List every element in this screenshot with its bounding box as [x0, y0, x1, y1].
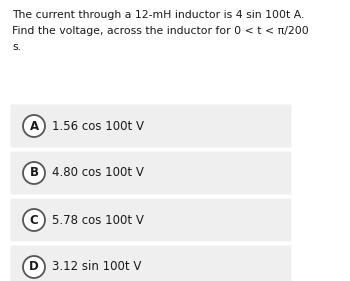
Text: The current through a 12-mH inductor is 4 sin 100t A.: The current through a 12-mH inductor is … [12, 10, 304, 20]
Circle shape [23, 209, 45, 231]
Circle shape [23, 256, 45, 278]
Text: A: A [29, 119, 38, 133]
Circle shape [23, 162, 45, 184]
Text: Find the voltage, across the inductor for 0 < t < π/200: Find the voltage, across the inductor fo… [12, 26, 309, 36]
FancyBboxPatch shape [10, 151, 292, 194]
Text: 1.56 cos 100t V: 1.56 cos 100t V [52, 119, 144, 133]
Text: C: C [30, 214, 38, 226]
Text: D: D [29, 260, 39, 273]
Text: 5.78 cos 100t V: 5.78 cos 100t V [52, 214, 144, 226]
Circle shape [23, 115, 45, 137]
Text: B: B [29, 167, 38, 180]
FancyBboxPatch shape [10, 246, 292, 281]
Text: s.: s. [12, 42, 21, 52]
FancyBboxPatch shape [10, 105, 292, 148]
FancyBboxPatch shape [10, 198, 292, 241]
Text: 3.12 sin 100t V: 3.12 sin 100t V [52, 260, 141, 273]
Text: 4.80 cos 100t V: 4.80 cos 100t V [52, 167, 144, 180]
